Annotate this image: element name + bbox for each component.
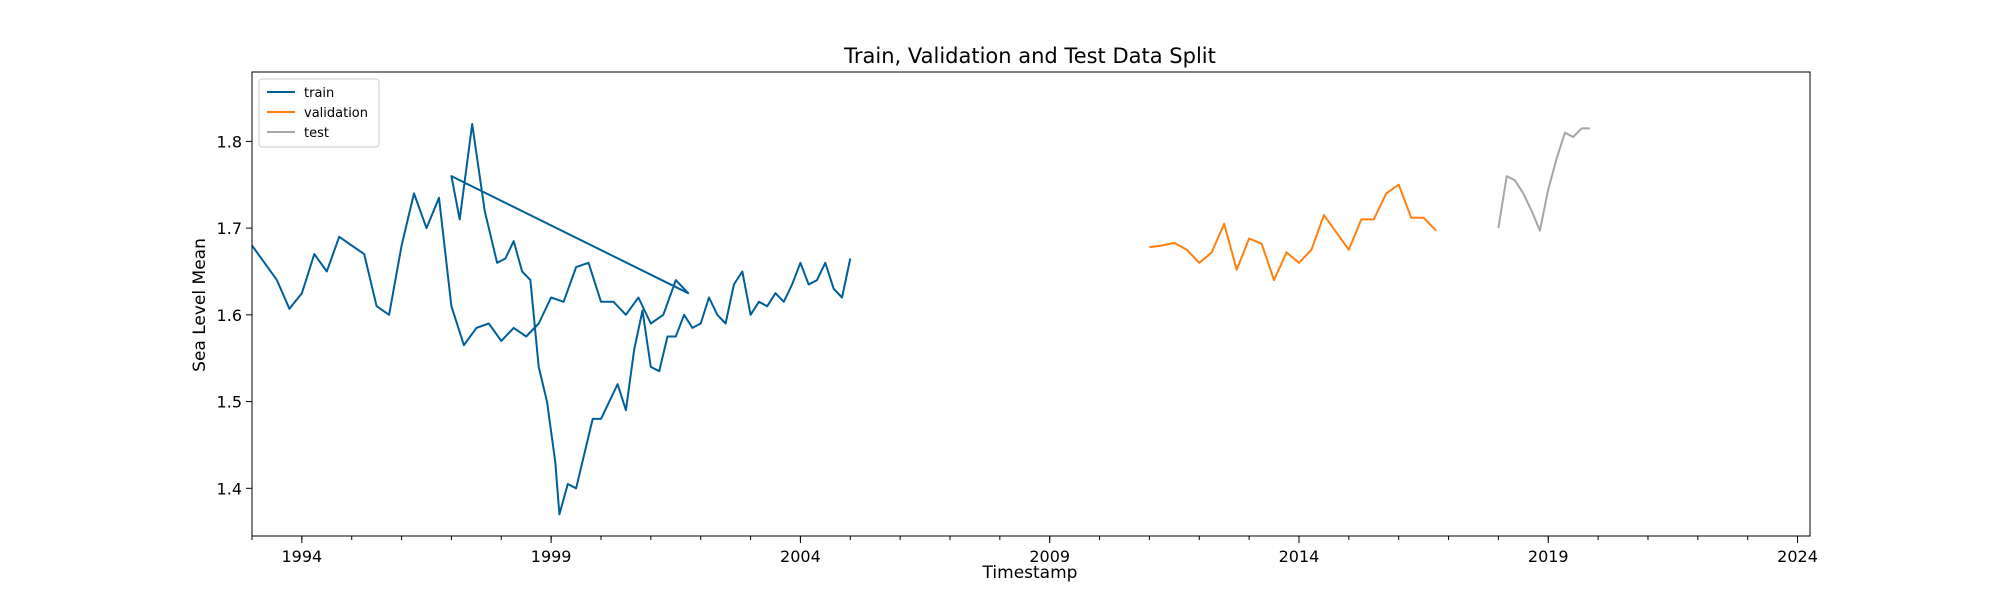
plot-frame xyxy=(251,71,1811,537)
legend-label-test: test xyxy=(304,126,329,141)
y-axis-label: Sea Level Mean xyxy=(190,238,210,372)
y-tick-label: 1.6 xyxy=(217,306,242,325)
series-line-validation xyxy=(1149,183,1437,282)
legend: train validation test xyxy=(258,78,380,148)
x-tick-label: 2009 xyxy=(1029,547,1070,566)
x-tick-label: 2014 xyxy=(1279,547,1320,566)
x-tick-label: 2024 xyxy=(1777,547,1818,566)
y-tick-label: 1.5 xyxy=(217,393,242,412)
series-line-train xyxy=(251,123,852,516)
y-tick-label: 1.4 xyxy=(217,479,242,498)
series-layer xyxy=(251,123,1590,516)
y-tick-label: 1.7 xyxy=(217,219,242,238)
x-tick-label: 1994 xyxy=(281,547,322,566)
series-line-test xyxy=(1497,127,1590,232)
axes-layer: 1.4 1.5 1.6 1.7 1.8 1994 1999 2004 2009 2014 2019 2… xyxy=(217,71,1818,566)
chart-title: Train, Validation and Test Data Split xyxy=(843,44,1216,68)
x-tick-label: 1999 xyxy=(531,547,572,566)
x-axis-label: Timestamp xyxy=(982,563,1078,583)
legend-label-train: train xyxy=(304,86,334,101)
x-tick-label: 2004 xyxy=(780,547,821,566)
y-tick-label: 1.8 xyxy=(217,132,242,151)
legend-label-validation: validation xyxy=(304,106,368,121)
x-tick-label: 2019 xyxy=(1528,547,1569,566)
legend-box xyxy=(258,78,380,148)
